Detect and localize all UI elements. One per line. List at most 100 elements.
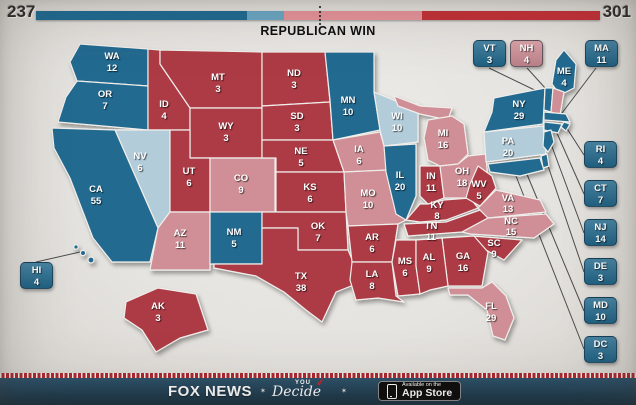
label-ne: NE: [294, 146, 307, 157]
value-fl: 29: [486, 313, 497, 324]
value-la: 8: [369, 281, 374, 292]
callout-ri-abbr: RI: [595, 144, 606, 155]
callout-ct-ev: 7: [597, 195, 604, 206]
badge-bottom-line: App Store: [402, 387, 453, 400]
state-nd[interactable]: [261, 51, 331, 107]
state-ca[interactable]: [51, 127, 159, 263]
footer-bar: FOX NEWS ✶ Decide YOU ✔ ✶ Available on t…: [0, 373, 636, 405]
label-ar: AR: [365, 232, 379, 243]
label-az: AZ: [174, 228, 187, 239]
value-il: 20: [395, 182, 406, 193]
phone-icon: [387, 383, 397, 399]
app-store-badge[interactable]: Available on the App Store: [378, 381, 462, 401]
callout-hi-abbr: HI: [31, 265, 42, 276]
callout-ct[interactable]: CT 7: [584, 180, 617, 207]
label-oh: OH: [455, 166, 469, 177]
value-ms: 6: [402, 268, 407, 279]
callout-dc-ev: 3: [597, 351, 604, 362]
label-ok: OK: [311, 221, 325, 232]
state-ny[interactable]: [483, 87, 546, 133]
callout-nj[interactable]: NJ 14: [584, 219, 617, 246]
label-id: ID: [159, 99, 169, 110]
label-or: OR: [98, 89, 112, 100]
callout-ri[interactable]: RI 4: [584, 141, 617, 168]
leader-line-de: [545, 159, 585, 273]
state-pa[interactable]: [483, 125, 547, 163]
value-sc: 9: [491, 249, 496, 260]
value-ok: 7: [315, 233, 320, 244]
callout-vt[interactable]: VT 3: [473, 40, 506, 67]
state-hi-island[interactable]: [87, 256, 95, 264]
ev-bar: [36, 6, 600, 25]
callout-ma-abbr: MA: [594, 43, 609, 54]
callout-ma[interactable]: MA 11: [585, 40, 618, 67]
badge-top-line: Available on the: [402, 382, 442, 389]
value-id: 4: [161, 111, 167, 122]
state-tx[interactable]: [213, 227, 357, 323]
state-or[interactable]: [57, 80, 149, 131]
state-fl[interactable]: [447, 281, 515, 341]
callout-nh-abbr: NH: [519, 43, 534, 54]
callout-vt-ev: 3: [486, 55, 493, 66]
callout-de-ev: 3: [597, 273, 604, 284]
label-tx: TX: [295, 271, 308, 282]
callout-hi[interactable]: HI 4: [20, 262, 53, 289]
label-wy: WY: [218, 121, 234, 132]
label-nm: NM: [227, 227, 242, 238]
star-icon: ✶: [260, 388, 266, 395]
footer-navy-bar: FOX NEWS ✶ Decide YOU ✔ ✶ Available on t…: [0, 376, 636, 405]
value-nv: 6: [137, 163, 142, 174]
state-ma[interactable]: [543, 111, 571, 123]
value-ks: 6: [307, 194, 312, 205]
state-az[interactable]: [149, 211, 211, 271]
callout-dc-abbr: DC: [593, 339, 608, 350]
value-mt: 3: [215, 84, 220, 95]
value-wi: 10: [392, 123, 403, 134]
label-ia: IA: [354, 144, 364, 155]
value-ga: 16: [458, 263, 469, 274]
fox-news-logo: FOX NEWS: [168, 383, 253, 400]
label-in: IN: [426, 171, 436, 182]
state-nc[interactable]: [461, 213, 555, 239]
state-ak[interactable]: [123, 287, 209, 353]
state-nj[interactable]: [542, 129, 555, 153]
callout-md-ev: 10: [595, 312, 606, 323]
states-layer: [51, 43, 577, 353]
state-al[interactable]: [415, 237, 449, 295]
state-in[interactable]: [419, 165, 445, 205]
state-ri[interactable]: [560, 121, 571, 132]
dem-ev-total: 237: [7, 2, 36, 21]
callout-nj-ev: 14: [595, 234, 606, 245]
label-me: ME: [557, 66, 571, 77]
bar-solid-rep: [421, 11, 600, 20]
leader-lines: [35, 67, 597, 350]
callout-md[interactable]: MD 10: [584, 297, 617, 324]
label-mn: MN: [341, 95, 356, 106]
state-md[interactable]: [487, 157, 545, 177]
callout-nh[interactable]: NH 4: [510, 40, 543, 67]
label-nd: ND: [287, 68, 301, 79]
leader-line-ri: [565, 126, 585, 156]
state-hi-island[interactable]: [73, 244, 79, 250]
callout-dc[interactable]: DC 3: [584, 336, 617, 363]
label-ky: KY: [430, 200, 444, 211]
bar-solid-dem: [36, 11, 247, 20]
value-wy: 3: [223, 133, 228, 144]
value-me: 4: [561, 78, 567, 89]
value-or: 7: [102, 101, 107, 112]
label-ms: MS: [398, 256, 412, 267]
label-mo: MO: [360, 188, 375, 199]
state-hi-island[interactable]: [79, 249, 87, 257]
state-nh[interactable]: [550, 87, 565, 116]
callout-de[interactable]: DE 3: [584, 258, 617, 285]
label-wa: WA: [104, 51, 119, 62]
value-ak: 3: [155, 313, 160, 324]
value-pa: 20: [503, 148, 514, 159]
value-mo: 10: [363, 200, 374, 211]
label-mi: MI: [438, 128, 449, 139]
value-oh: 18: [457, 178, 468, 189]
state-nm[interactable]: [209, 211, 263, 265]
state-ar[interactable]: [347, 223, 399, 263]
label-fl: FL: [485, 301, 497, 312]
